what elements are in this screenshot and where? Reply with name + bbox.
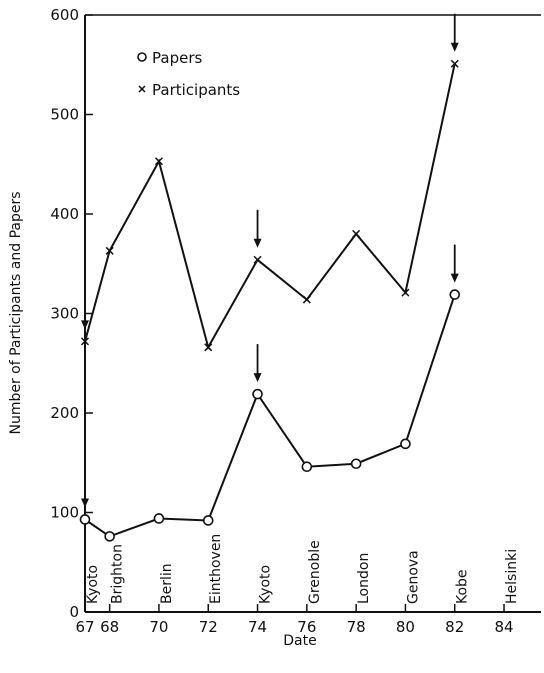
y-tick-label: 100: [50, 504, 79, 522]
series-line-papers: [84, 294, 456, 538]
x-tick-label: 68: [100, 618, 119, 636]
participants-point: [80, 337, 90, 346]
arrow-marker: [81, 469, 89, 508]
conference-label: Genova: [405, 550, 421, 604]
participants-point: [253, 255, 262, 264]
x-tick-label: 84: [494, 618, 513, 636]
y-tick-label: 400: [50, 205, 79, 223]
y-tick-label: 300: [50, 305, 79, 323]
papers-point: [252, 388, 263, 400]
participants-point: [154, 157, 163, 166]
x-axis-title: Date: [283, 633, 316, 649]
papers-point: [449, 289, 461, 300]
legend-papers-marker: [137, 52, 147, 62]
conference-label: Brighton: [110, 544, 126, 604]
legend: Papers Participants: [137, 49, 240, 99]
y-tick-label: 500: [50, 106, 79, 124]
conference-label: Grenoble: [307, 540, 323, 604]
x-tick-label: 76: [297, 618, 316, 636]
arrow-marker: [450, 13, 459, 52]
arrows: [81, 13, 459, 508]
legend-participants-label: Participants: [152, 81, 240, 99]
y-tick-label: 600: [50, 6, 79, 24]
axes-group: [84, 14, 541, 613]
y-tick-label: 200: [50, 404, 79, 422]
papers-point: [202, 515, 214, 526]
x-tick-label: 72: [199, 618, 218, 636]
y-tick-label: 0: [69, 603, 79, 621]
x-tick-label: 74: [248, 618, 267, 636]
conference-label: Berlin: [159, 563, 175, 604]
papers-point: [350, 458, 362, 470]
participants-point: [204, 343, 213, 352]
papers-point: [301, 461, 313, 473]
papers-point: [400, 438, 411, 450]
arrow-marker: [253, 344, 262, 383]
conference-label: Kobe: [455, 569, 471, 604]
conference-label: Kyoto: [85, 565, 101, 604]
legend-papers-label: Papers: [152, 49, 202, 67]
papers-point: [153, 513, 165, 524]
conference-label: Helsinki: [504, 549, 520, 604]
participants-point: [450, 59, 459, 68]
x-ticks: 67 68 70 72 74 76 78 80 82 84: [75, 604, 514, 636]
arrow-marker: [253, 209, 262, 248]
conference-label: London: [356, 553, 372, 604]
series-lines: [84, 63, 456, 538]
x-tick-label: 67: [75, 618, 94, 636]
papers-point: [104, 531, 115, 542]
series-markers: [79, 59, 461, 542]
x-tick-label: 80: [396, 618, 415, 636]
series-line-participants: [84, 63, 456, 350]
x-tick-label: 70: [149, 618, 168, 636]
y-axis-title: Number of Participants and Papers: [8, 191, 24, 434]
y-ticks: 0 100 200 300 400 500 600: [50, 6, 93, 621]
legend-participants-marker: [138, 85, 146, 93]
arrow-marker: [450, 244, 459, 283]
arrow-marker: [81, 291, 89, 330]
participants-point: [352, 229, 361, 238]
x-tick-label: 78: [347, 618, 366, 636]
participants-point: [302, 295, 311, 304]
conference-labels: Kyoto Brighton Berlin Einthoven Kyoto Grenobl…: [85, 534, 520, 604]
x-tick-label: 82: [445, 618, 464, 636]
participants-point: [105, 246, 114, 255]
conference-label: Einthoven: [208, 534, 224, 604]
participants-point: [401, 288, 410, 297]
papers-point: [79, 514, 91, 525]
conference-label: Kyoto: [258, 565, 274, 604]
